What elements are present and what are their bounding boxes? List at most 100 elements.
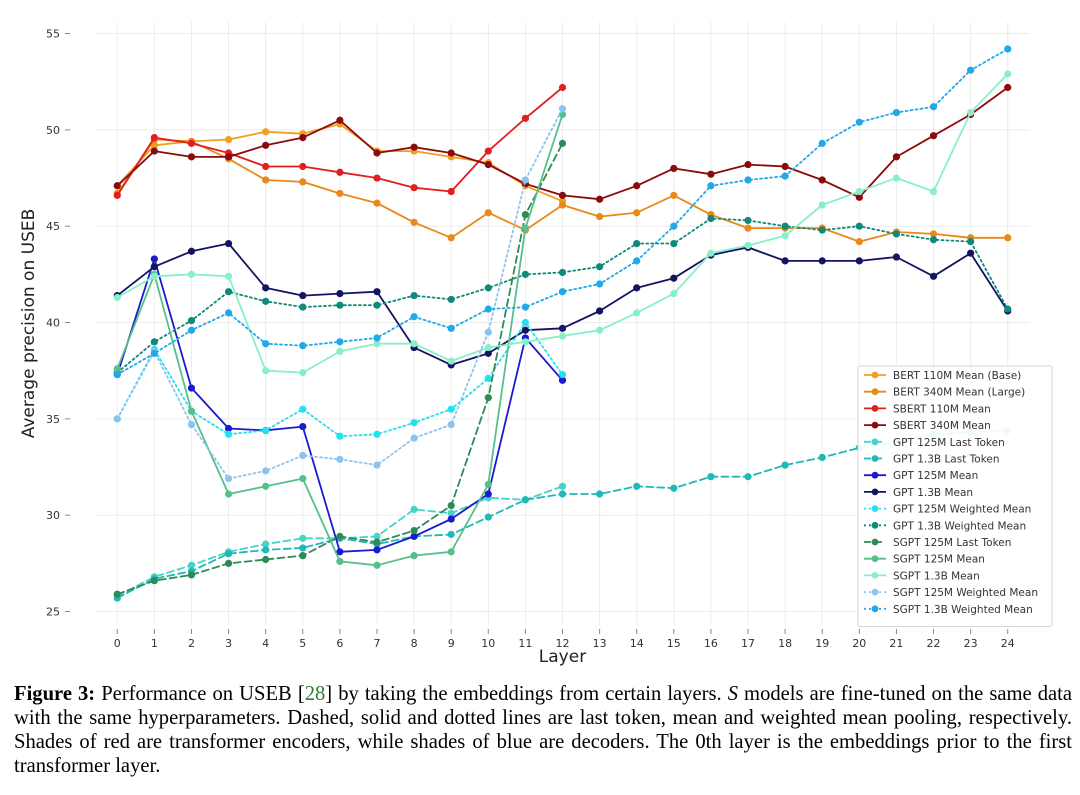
- data-point: [373, 301, 381, 309]
- caption-italic: S: [727, 683, 738, 705]
- data-point: [187, 421, 196, 429]
- legend-swatch-marker: [871, 488, 879, 496]
- data-point: [633, 284, 641, 292]
- data-point: [596, 195, 604, 203]
- data-point: [781, 232, 789, 240]
- data-point: [336, 189, 344, 198]
- data-point: [262, 546, 270, 554]
- data-point: [262, 367, 270, 375]
- data-point: [410, 218, 418, 226]
- data-point: [633, 309, 641, 317]
- legend-entry-label: GPT 1.3B Weighted Mean: [893, 520, 1026, 532]
- data-point: [224, 424, 233, 433]
- data-point: [521, 303, 529, 311]
- data-point: [744, 241, 752, 250]
- legend-entry-label: GPT 125M Weighted Mean: [893, 504, 1031, 516]
- legend-entry-label: GPT 1.3B Mean: [893, 487, 973, 499]
- data-point: [410, 419, 418, 427]
- data-point: [1004, 70, 1012, 78]
- legend-swatch-marker: [871, 572, 879, 579]
- data-point: [187, 326, 196, 334]
- x-tick-label: 5: [299, 637, 306, 650]
- data-point: [373, 334, 381, 342]
- data-point: [484, 209, 492, 217]
- data-point: [558, 288, 567, 296]
- data-point: [410, 143, 418, 151]
- data-point: [187, 270, 196, 278]
- data-point: [410, 552, 418, 560]
- x-tick-label: 4: [262, 637, 269, 650]
- data-point: [1004, 45, 1012, 53]
- legend-swatch-marker: [871, 455, 879, 462]
- data-point: [187, 317, 196, 325]
- legend-swatch-marker: [871, 371, 879, 379]
- legend-swatch-marker: [871, 388, 879, 396]
- x-tick-label: 12: [556, 637, 570, 650]
- data-point: [447, 149, 455, 157]
- series-sgpt-125m-last-token: [113, 139, 567, 598]
- data-point: [484, 513, 492, 521]
- data-point: [150, 338, 158, 346]
- data-point: [484, 349, 492, 357]
- data-point: [113, 415, 121, 423]
- data-point: [558, 268, 567, 277]
- data-point: [818, 201, 826, 209]
- data-point: [484, 147, 492, 155]
- x-tick-label: 1: [151, 637, 158, 650]
- legend-entry-label: SGPT 125M Last Token: [893, 537, 1011, 549]
- x-tick-label: 3: [225, 637, 232, 650]
- legend: BERT 110M Mean (Base) BERT 340M Mean (Lar…: [857, 365, 1053, 627]
- data-point: [967, 238, 975, 246]
- data-point: [224, 474, 233, 483]
- caption-citation[interactable]: 28: [304, 683, 326, 705]
- data-point: [633, 209, 641, 217]
- data-point: [224, 239, 233, 248]
- data-point: [336, 432, 344, 440]
- data-point: [596, 307, 604, 315]
- data-point: [299, 369, 307, 377]
- data-point: [521, 176, 529, 184]
- data-point: [262, 162, 270, 171]
- data-point: [224, 135, 233, 144]
- legend-box: [857, 365, 1053, 627]
- data-point: [484, 305, 492, 313]
- data-point: [781, 162, 789, 171]
- data-point: [744, 160, 752, 169]
- data-point: [410, 434, 418, 442]
- data-point: [447, 295, 455, 304]
- x-tick-label: 13: [593, 637, 607, 650]
- data-point: [262, 297, 270, 305]
- data-point: [484, 480, 492, 488]
- data-point: [299, 552, 307, 560]
- data-point: [113, 191, 121, 199]
- data-point: [336, 338, 344, 346]
- data-point: [224, 559, 233, 567]
- x-tick-label: 20: [852, 637, 866, 650]
- data-point: [1004, 305, 1012, 313]
- data-point: [224, 272, 233, 280]
- legend-entry-label: BERT 110M Mean (Base): [893, 370, 1021, 382]
- data-point: [447, 509, 455, 517]
- legend-entry-label: SGPT 1.3B Mean: [893, 570, 980, 582]
- data-point: [707, 249, 715, 257]
- data-point: [484, 160, 492, 169]
- data-point: [373, 288, 381, 296]
- caption-text-3: models are fine-tuned on the same data w…: [14, 683, 1072, 777]
- data-point: [187, 153, 196, 161]
- legend-swatch-marker: [871, 555, 879, 563]
- series-gpt-1-3b-mean: [113, 239, 1012, 369]
- data-point: [262, 467, 270, 475]
- x-tick-label: 18: [778, 637, 792, 650]
- x-tick-label: 16: [704, 637, 718, 650]
- data-point: [299, 544, 307, 552]
- data-point: [855, 118, 863, 126]
- data-point: [855, 238, 863, 246]
- data-point: [633, 182, 641, 190]
- data-point: [521, 496, 529, 504]
- data-point: [262, 555, 270, 564]
- data-point: [150, 133, 158, 142]
- data-point: [187, 571, 196, 579]
- data-point: [336, 347, 344, 356]
- data-point: [707, 214, 715, 223]
- caption-label: Figure 3:: [14, 683, 96, 705]
